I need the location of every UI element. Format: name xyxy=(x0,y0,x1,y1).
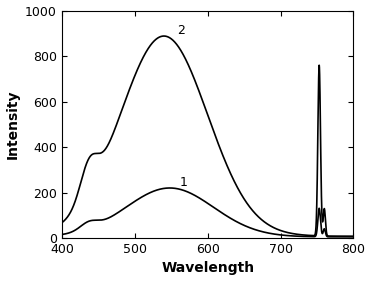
Text: 1: 1 xyxy=(180,176,188,189)
X-axis label: Wavelength: Wavelength xyxy=(161,261,254,275)
Y-axis label: Intensity: Intensity xyxy=(6,90,20,159)
Text: 2: 2 xyxy=(177,24,185,37)
